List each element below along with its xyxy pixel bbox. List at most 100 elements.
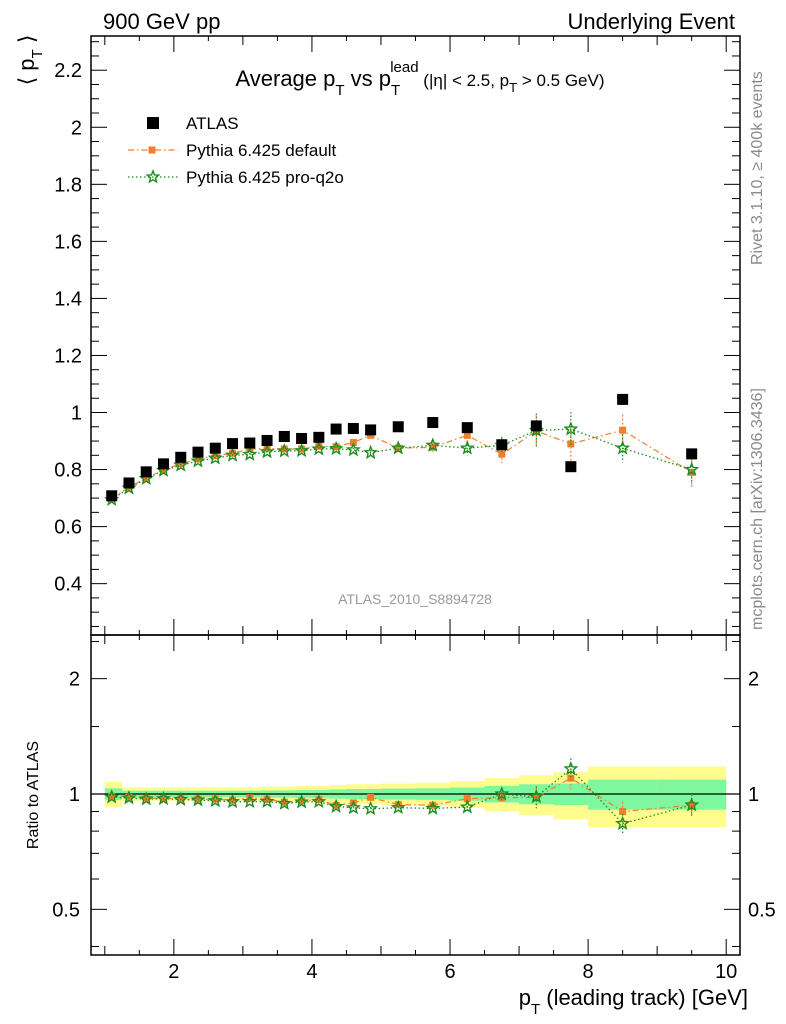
ratio-default-point bbox=[567, 774, 575, 782]
ratio-proq2o-point bbox=[363, 800, 379, 816]
proq2o-point bbox=[563, 421, 579, 436]
legend-entry-proq2o: Pythia 6.425 pro-q2o bbox=[128, 168, 344, 187]
legend-label-default: Pythia 6.425 default bbox=[186, 141, 337, 160]
ratio-proq2o-point bbox=[563, 761, 579, 776]
main-y-tick-label: 1.6 bbox=[54, 231, 82, 253]
mcplots-reference-label: mcplots.cern.ch [arXiv:1306.3436] bbox=[749, 388, 766, 630]
proq2o-point bbox=[684, 461, 700, 476]
ratio-proq2o-point bbox=[494, 786, 510, 801]
ratio-default-point bbox=[394, 801, 402, 809]
legend-entry-atlas: ATLAS bbox=[147, 114, 239, 133]
proq2o-point bbox=[207, 450, 223, 465]
analysis-id-label: ATLAS_2010_S8894728 bbox=[338, 591, 492, 607]
proq2o-point bbox=[345, 442, 361, 457]
default-point bbox=[194, 455, 202, 463]
proq2o-point bbox=[224, 447, 241, 462]
ratio-proq2o-point bbox=[294, 794, 310, 809]
rivet-version-label: Rivet 3.1.10, ≥ 400k events bbox=[749, 71, 766, 265]
atlas-point bbox=[244, 437, 256, 449]
ratio-proq2o-point bbox=[190, 792, 206, 807]
ratio-proq2o-point bbox=[425, 800, 441, 815]
ratio-proq2o-point bbox=[684, 797, 700, 812]
main-y-tick-label: 1.2 bbox=[54, 345, 82, 367]
ratio-y-tick-label-right: 2 bbox=[748, 669, 759, 691]
default-point bbox=[619, 426, 627, 434]
atlas-point bbox=[157, 458, 169, 470]
ratio-proq2o-point bbox=[138, 791, 154, 806]
atlas-point bbox=[209, 442, 221, 454]
ratio-proq2o-point bbox=[276, 795, 292, 810]
legend: ATLAS Pythia 6.425 default Pythia 6.425 … bbox=[128, 114, 344, 187]
ratio-y-tick-label: 0.5 bbox=[52, 899, 80, 921]
atlas-point bbox=[330, 423, 342, 435]
x-tick-label: 2 bbox=[168, 961, 179, 983]
proq2o-point bbox=[294, 442, 310, 458]
proq2o-point bbox=[276, 443, 292, 458]
main-y-axis-label: ⟨ pT ⟩ bbox=[14, 35, 46, 86]
proq2o-point bbox=[615, 440, 631, 455]
main-y-tick-label: 1 bbox=[71, 403, 82, 425]
atlas-point bbox=[278, 430, 290, 442]
proq2o-point bbox=[425, 437, 441, 452]
atlas-point bbox=[365, 424, 377, 436]
main-data-layer bbox=[104, 393, 700, 506]
ratio-default-point bbox=[246, 794, 254, 802]
default-point bbox=[211, 452, 219, 460]
ratio-data-layer bbox=[104, 758, 700, 834]
main-y-tick-label: 2.2 bbox=[54, 60, 82, 82]
header-left-label: 900 GeV pp bbox=[103, 9, 220, 34]
ratio-plot-panel bbox=[90, 634, 741, 956]
ratio-proq2o-point bbox=[528, 788, 544, 804]
default-point bbox=[263, 444, 271, 452]
ratio-default-point bbox=[142, 794, 150, 802]
ratio-proq2o-point bbox=[242, 793, 258, 809]
ratio-default-point bbox=[367, 793, 375, 801]
ratio-default-point bbox=[211, 795, 219, 803]
atlas-point bbox=[192, 446, 204, 458]
atlas-point bbox=[106, 490, 118, 502]
main-axis-ticks bbox=[91, 36, 740, 635]
ratio-proq2o-point bbox=[121, 790, 137, 805]
ratio-proq2o-point bbox=[155, 790, 172, 806]
x-axis-label: pT (leading track) [GeV] bbox=[519, 985, 748, 1018]
chart-title: Average pT vs pTlead (|η| < 2.5, pT > 0.… bbox=[235, 59, 604, 99]
default-point bbox=[229, 449, 237, 457]
atlas-point bbox=[140, 466, 152, 478]
proq2o-point bbox=[363, 444, 379, 460]
ratio-proq2o-point bbox=[345, 800, 361, 815]
atlas-point bbox=[461, 422, 473, 434]
ratio-proq2o-point bbox=[259, 793, 275, 808]
ratio-default-point bbox=[263, 795, 271, 803]
x-tick-label: 8 bbox=[583, 961, 594, 983]
legend-label-proq2o: Pythia 6.425 pro-q2o bbox=[186, 168, 344, 187]
legend-marker-proq2o bbox=[145, 169, 161, 184]
ratio-proq2o-point bbox=[390, 799, 406, 815]
x-tick-label: 6 bbox=[444, 961, 455, 983]
proq2o-point bbox=[311, 441, 327, 456]
main-y-tick-label: 0.4 bbox=[54, 574, 82, 596]
default-point bbox=[498, 450, 506, 458]
atlas-point bbox=[227, 438, 239, 450]
ratio-y-axis-label: Ratio to ATLAS bbox=[25, 741, 42, 849]
ratio-band-inner bbox=[588, 779, 658, 810]
ratio-y-tick-label: 1 bbox=[69, 784, 80, 806]
legend-marker-default bbox=[148, 146, 156, 154]
ratio-default-point bbox=[108, 792, 116, 800]
ratio-default-point bbox=[429, 801, 437, 809]
atlas-point bbox=[347, 422, 359, 434]
ratio-y-tick-label-right: 0.5 bbox=[748, 899, 776, 921]
ratio-axis-ticks bbox=[91, 635, 740, 955]
atlas-point bbox=[427, 416, 439, 428]
ratio-default-point bbox=[315, 796, 323, 804]
ratio-default-point bbox=[463, 795, 471, 803]
ratio-y-tick-label-right: 1 bbox=[748, 784, 759, 806]
x-tick-label: 4 bbox=[306, 961, 317, 983]
ratio-plot-frame bbox=[90, 634, 741, 956]
ratio-y-tick-label: 2 bbox=[69, 669, 80, 691]
proq2o-point bbox=[459, 440, 475, 455]
default-point bbox=[280, 445, 288, 453]
default-point bbox=[315, 442, 323, 450]
main-plot-panel bbox=[90, 35, 741, 636]
default-point bbox=[394, 444, 402, 452]
